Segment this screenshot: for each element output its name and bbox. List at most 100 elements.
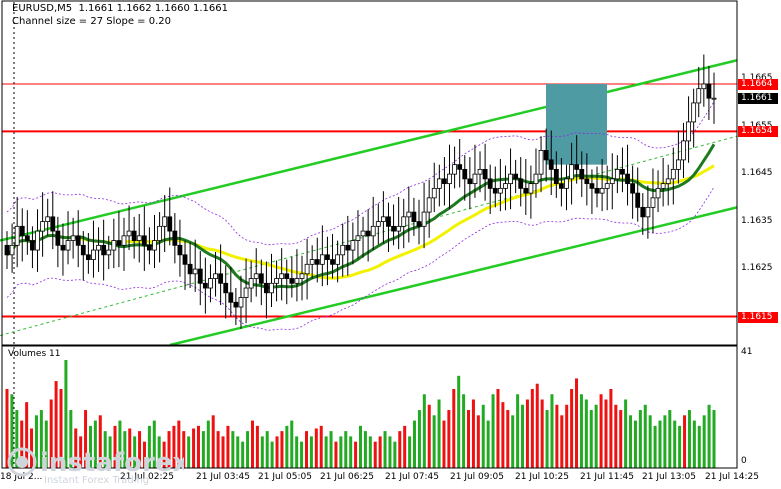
x-tick-label: 21 Jul 11:45 <box>580 472 634 482</box>
volume-bar <box>182 431 186 468</box>
volume-bar <box>668 410 672 468</box>
candle-body <box>553 168 559 185</box>
candle-body <box>218 273 224 284</box>
candle-body <box>380 216 386 222</box>
volume-bar <box>378 436 382 468</box>
candle-body <box>538 150 544 175</box>
candle-body <box>177 244 183 256</box>
volume-bar <box>388 436 392 468</box>
x-tick-label: 21 Jul 13:05 <box>642 472 696 482</box>
candle-body <box>330 259 335 265</box>
candle-body <box>131 230 137 241</box>
candle-body <box>213 273 218 279</box>
candle-body <box>665 178 671 185</box>
volume-bar <box>555 404 559 468</box>
candle-body <box>462 168 468 180</box>
volume-bar <box>673 420 677 468</box>
candle-body <box>101 244 107 256</box>
volume-bar <box>280 431 284 468</box>
volume-bar <box>246 431 250 468</box>
symbol-header: EURUSD,M5 1.1661 1.1662 1.1660 1.1661 <box>12 3 228 14</box>
volume-bar <box>575 378 579 468</box>
volume-bar <box>167 431 171 468</box>
volume-bar <box>25 402 29 468</box>
volume-bar <box>44 420 48 468</box>
volume-bar <box>624 399 628 468</box>
candle-body <box>569 164 574 180</box>
volume-bar <box>128 428 132 468</box>
candle-body <box>548 159 554 170</box>
candle-body <box>264 282 269 294</box>
candle-body <box>284 273 290 279</box>
volume-bar <box>69 410 73 468</box>
candle-body <box>589 183 595 189</box>
candle-body <box>411 211 417 222</box>
candle-body <box>523 187 529 194</box>
volume-bar <box>702 415 706 468</box>
candle-body <box>620 168 625 175</box>
volume-bar <box>422 394 426 468</box>
candle-body <box>452 164 457 175</box>
volume-bar <box>15 410 19 468</box>
volume-bar <box>192 428 196 468</box>
volume-bar <box>133 436 137 468</box>
volume-bar <box>437 399 441 468</box>
candle-body <box>447 173 452 185</box>
volume-bar <box>712 410 716 468</box>
y-tick-label: 1.1645 <box>741 168 773 179</box>
candle-body <box>579 168 585 180</box>
volume-bar <box>501 402 505 468</box>
x-tick-label: 21 Jul 05:05 <box>258 472 312 482</box>
candle-body <box>121 235 127 246</box>
volume-bar <box>241 441 245 468</box>
candle-body <box>477 168 483 175</box>
volume-bar <box>609 388 613 468</box>
volume-bar <box>413 420 417 468</box>
candle-body <box>299 273 305 279</box>
volume-bar <box>250 420 254 468</box>
candle-body <box>645 206 651 218</box>
volume-bar <box>570 388 574 468</box>
candlesticks <box>4 54 717 329</box>
candle-body <box>65 240 71 251</box>
candle-body <box>319 254 325 265</box>
volume-bar <box>236 436 240 468</box>
svg-text:instaforex: instaforex <box>40 448 184 478</box>
y-tick-label: 1.1635 <box>741 215 773 226</box>
volume-bar <box>34 415 38 468</box>
volume-bar <box>579 394 583 468</box>
volume-bar <box>349 436 353 468</box>
candle-body <box>126 230 132 237</box>
candle-body <box>360 230 366 237</box>
moving-average-fast <box>5 143 716 289</box>
volume-bar <box>614 404 618 468</box>
volume-bar <box>275 436 279 468</box>
candle-body <box>386 216 391 227</box>
volume-bar <box>565 404 569 468</box>
volume-bar <box>88 425 92 468</box>
volume-bar <box>707 404 711 468</box>
candle-body <box>482 168 488 180</box>
candle-body <box>365 230 371 237</box>
volume-bar <box>290 420 294 468</box>
candle-body <box>223 282 229 294</box>
volume-bar <box>113 425 117 468</box>
instaforex-logo: instaforex Instant Forex Trading <box>7 447 184 486</box>
volume-title: Volumes 11 <box>8 349 61 359</box>
volume-bar <box>319 425 323 468</box>
volume-bar <box>103 431 107 468</box>
volume-bar <box>692 420 696 468</box>
volume-bar <box>304 431 308 468</box>
volume-bar <box>344 431 348 468</box>
candle-body <box>350 240 356 251</box>
candle-body <box>55 230 61 246</box>
volume-bars <box>5 360 716 468</box>
volume-bar <box>74 428 78 468</box>
volume-bar <box>471 399 475 468</box>
volume-bar <box>255 425 259 468</box>
candle-body <box>14 225 20 246</box>
volume-bar <box>599 394 603 468</box>
candle-body <box>238 297 244 308</box>
x-tick-label: 21 Jul 07:45 <box>385 472 439 482</box>
candle-body <box>640 206 646 218</box>
